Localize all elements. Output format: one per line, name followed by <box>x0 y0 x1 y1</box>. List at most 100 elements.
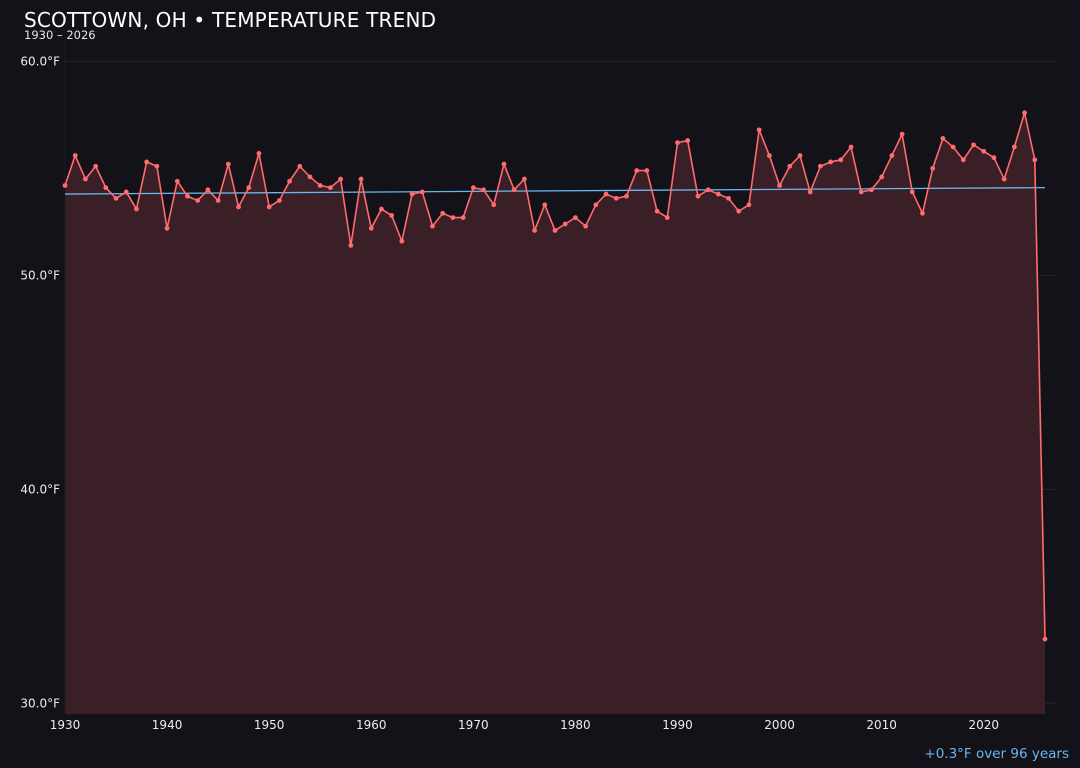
data-point-2003 <box>807 189 813 195</box>
data-point-2013 <box>909 189 915 195</box>
data-point-1938 <box>144 159 150 165</box>
data-point-1995 <box>726 195 731 201</box>
x-tick-label: 2000 <box>764 718 795 732</box>
data-point-1942 <box>185 193 190 199</box>
x-tick-label: 1940 <box>152 718 183 732</box>
x-tick-label: 1950 <box>254 718 285 732</box>
data-point-1996 <box>736 208 742 214</box>
y-tick-label: 50.0°F <box>20 268 60 282</box>
data-point-1988 <box>654 208 660 214</box>
data-point-1947 <box>236 204 241 210</box>
data-point-2021 <box>991 155 997 161</box>
data-point-1984 <box>613 195 619 201</box>
data-point-1931 <box>72 153 78 158</box>
data-point-1994 <box>715 191 721 197</box>
data-point-1966 <box>430 223 435 229</box>
data-points <box>62 110 1048 642</box>
data-point-2000 <box>777 183 782 188</box>
area-fill <box>65 112 1045 714</box>
data-point-1967 <box>440 210 446 216</box>
data-point-2019 <box>971 142 976 148</box>
data-point-1987 <box>644 168 650 173</box>
data-point-1943 <box>195 198 201 203</box>
data-point-1932 <box>83 176 88 182</box>
data-point-2026 <box>1042 636 1048 642</box>
data-point-1953 <box>297 163 303 169</box>
data-point-1961 <box>379 206 384 212</box>
data-point-1937 <box>134 206 139 212</box>
x-tick-label: 1990 <box>662 718 693 732</box>
x-tick-label: 1980 <box>560 718 591 732</box>
data-point-1944 <box>205 187 211 193</box>
data-point-1976 <box>532 228 537 233</box>
data-point-1939 <box>154 163 160 169</box>
y-tick-label: 60.0°F <box>20 54 60 68</box>
y-tick-labels: 30.0°F 40.0°F 50.0°F 60.0°F <box>20 54 60 710</box>
data-point-2020 <box>981 148 987 154</box>
data-point-2007 <box>848 144 854 150</box>
data-point-1972 <box>491 202 497 208</box>
x-tick-label: 1960 <box>356 718 387 732</box>
data-point-2009 <box>869 187 874 193</box>
data-point-2014 <box>920 210 925 216</box>
data-point-1979 <box>562 221 568 227</box>
data-point-2008 <box>858 189 864 195</box>
data-point-2002 <box>797 153 803 158</box>
data-point-1997 <box>746 202 752 208</box>
data-point-2022 <box>1001 176 1007 182</box>
data-point-1946 <box>225 161 231 167</box>
data-point-1945 <box>215 198 221 203</box>
data-point-1999 <box>766 153 772 158</box>
data-point-1970 <box>470 185 476 191</box>
data-point-1980 <box>573 215 578 220</box>
data-point-1983 <box>603 191 609 197</box>
data-point-1965 <box>419 189 425 195</box>
y-tick-label: 40.0°F <box>20 482 60 496</box>
data-point-2023 <box>1011 144 1017 150</box>
data-point-1992 <box>695 193 701 199</box>
data-point-1951 <box>276 198 282 203</box>
data-point-2001 <box>787 163 793 169</box>
data-point-1975 <box>521 176 527 182</box>
x-tick-labels: 1930 1940 1950 1960 1970 1980 1990 2000 2010 2020 <box>50 718 999 732</box>
data-point-2025 <box>1032 157 1038 163</box>
x-tick-label: 1930 <box>50 718 81 732</box>
trend-caption: +0.3°F over 96 years <box>924 746 1069 762</box>
data-point-1964 <box>409 191 415 197</box>
data-point-2018 <box>960 157 966 163</box>
data-point-1974 <box>511 187 517 193</box>
data-point-1993 <box>705 187 711 193</box>
data-point-2011 <box>889 153 895 158</box>
data-point-1968 <box>450 215 456 220</box>
data-point-1977 <box>542 202 548 208</box>
data-point-2004 <box>818 163 823 169</box>
data-point-1954 <box>307 174 313 180</box>
data-point-1982 <box>593 202 599 208</box>
data-point-1971 <box>481 187 486 193</box>
x-tick-label: 1970 <box>458 718 489 732</box>
data-point-1973 <box>501 161 507 167</box>
data-point-1933 <box>93 163 99 169</box>
data-point-2010 <box>879 174 885 180</box>
data-point-1962 <box>389 213 395 218</box>
data-point-1959 <box>358 176 364 182</box>
data-point-1956 <box>328 185 333 191</box>
data-point-1990 <box>675 140 680 146</box>
data-point-1949 <box>256 151 262 156</box>
data-point-1955 <box>317 183 323 188</box>
data-point-1991 <box>685 138 691 143</box>
x-tick-label: 2020 <box>968 718 999 732</box>
data-point-1960 <box>368 225 374 231</box>
data-point-1978 <box>552 228 558 233</box>
y-tick-label: 30.0°F <box>20 696 60 710</box>
data-point-1998 <box>756 127 762 133</box>
data-point-1969 <box>460 215 466 220</box>
data-point-2015 <box>930 165 936 171</box>
data-point-1985 <box>624 193 629 199</box>
data-point-2016 <box>940 136 946 141</box>
data-point-2024 <box>1022 110 1027 116</box>
x-tick-label: 2010 <box>866 718 897 732</box>
data-point-1958 <box>348 243 354 248</box>
data-point-2017 <box>950 144 956 150</box>
